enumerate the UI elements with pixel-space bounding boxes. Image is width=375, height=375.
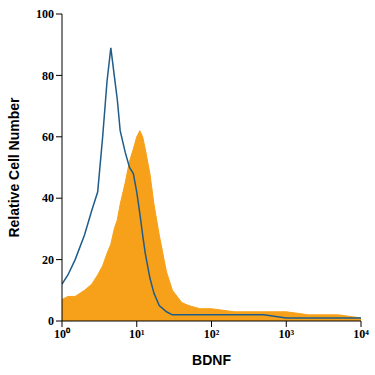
svg-text:20: 20 [42,253,54,267]
svg-text:60: 60 [42,130,54,144]
svg-text:10⁴: 10⁴ [353,327,367,341]
svg-text:10²: 10² [204,327,220,341]
svg-text:0: 0 [48,314,54,328]
svg-text:Relative Cell Number: Relative Cell Number [8,97,22,238]
svg-text:40: 40 [42,191,54,205]
svg-text:BDNF: BDNF [192,352,231,368]
svg-text:100: 100 [36,7,54,21]
svg-text:10³: 10³ [278,327,294,341]
svg-text:10⁰: 10⁰ [54,327,71,341]
svg-text:80: 80 [42,69,54,83]
svg-text:10¹: 10¹ [129,327,145,341]
